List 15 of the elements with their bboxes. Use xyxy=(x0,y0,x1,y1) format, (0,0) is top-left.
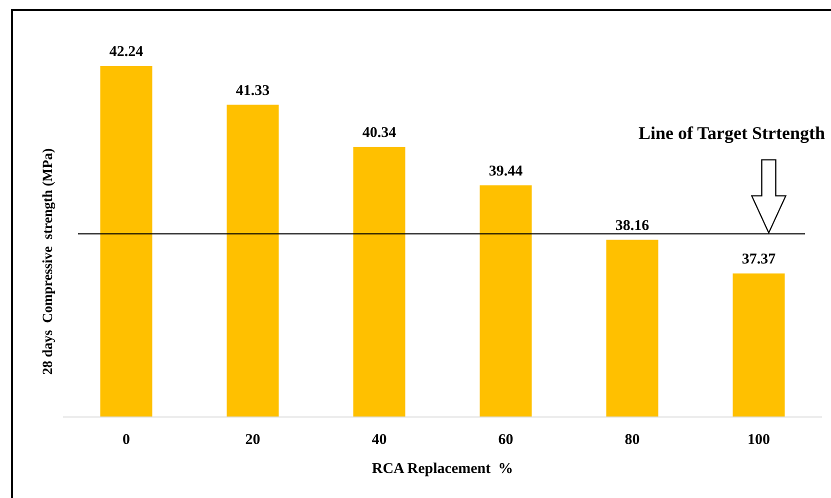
ref-line-label: Line of Target Strtength xyxy=(638,122,825,143)
data-label: 41.33 xyxy=(236,82,270,99)
data-label: 40.34 xyxy=(362,124,397,141)
data-label: 42.24 xyxy=(109,44,144,60)
x-tick-label: 0 xyxy=(122,432,130,448)
x-tick-label: 80 xyxy=(624,432,640,448)
data-label: 39.44 xyxy=(488,163,524,180)
x-tick-label: 20 xyxy=(245,432,260,448)
x-tick-label: 40 xyxy=(372,432,387,448)
x-axis-title: RCA Replacement % xyxy=(372,461,514,477)
x-tick-label: 100 xyxy=(748,432,770,448)
y-axis-title: 28 days Compressive strength (MPa) xyxy=(41,148,56,375)
data-label: 37.37 xyxy=(742,251,776,268)
data-label: 38.16 xyxy=(615,218,650,234)
x-tick-label: 60 xyxy=(498,432,514,448)
